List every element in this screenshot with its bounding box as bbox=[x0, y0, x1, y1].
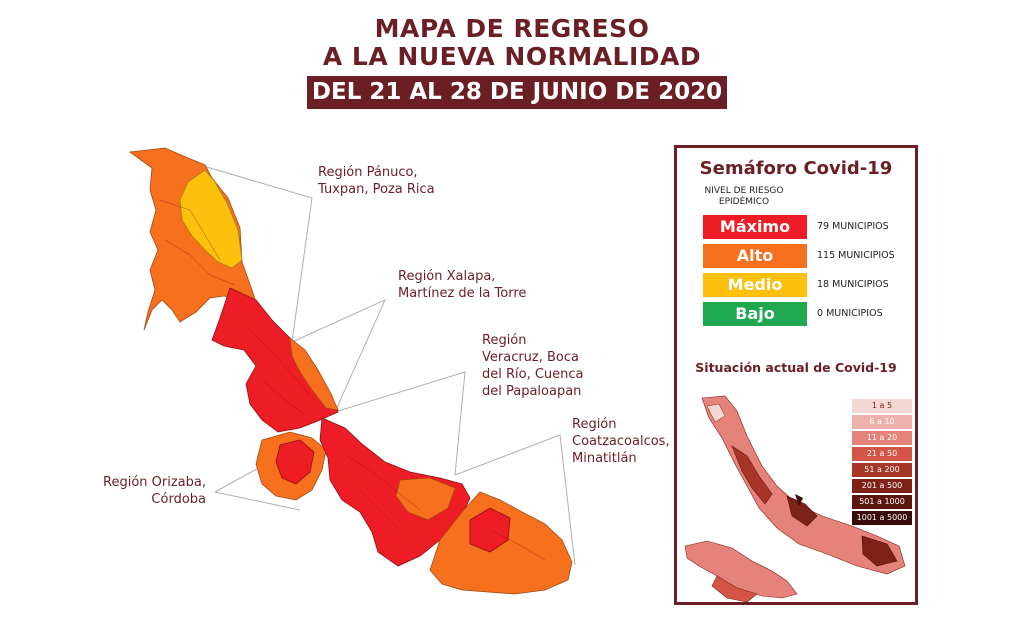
situation-title: Situación actual de Covid-19 bbox=[695, 360, 897, 375]
risk-count-alto: 115 MUNICIPIOS bbox=[817, 250, 895, 261]
case-legend-1: 1 a 5 bbox=[852, 399, 912, 413]
region-label-panuco: Región Pánuco, Tuxpan, Poza Rica bbox=[318, 165, 435, 197]
case-legend-3: 11 a 20 bbox=[852, 431, 912, 445]
case-legend-7: 501 a 1000 bbox=[852, 495, 912, 509]
case-legend-8: 1001 a 5000 bbox=[852, 511, 912, 525]
region-label-coatzacoalcos: Región Coatzacoalcos, Minatitlán bbox=[572, 417, 670, 466]
region-label-orizaba: Región Orizaba, Córdoba bbox=[103, 475, 206, 507]
region-panuco-tuxpan bbox=[128, 147, 257, 331]
risk-count-maximo: 79 MUNICIPIOS bbox=[817, 221, 889, 232]
risk-badge-bajo: Bajo bbox=[703, 302, 807, 326]
risk-count-medio: 18 MUNICIPIOS bbox=[817, 279, 889, 290]
region-veracruz-papaloapan bbox=[319, 417, 471, 567]
case-legend-4: 21 a 50 bbox=[852, 447, 912, 461]
region-xalapa bbox=[211, 287, 339, 433]
risk-level-header: NIVEL DE RIESGO EPIDÉMICO bbox=[704, 186, 784, 207]
title-line-1: MAPA DE REGRESO bbox=[374, 14, 650, 43]
case-legend-5: 51 a 200 bbox=[852, 463, 912, 477]
risk-badge-medio: Medio bbox=[703, 273, 807, 297]
risk-count-bajo: 0 MUNICIPIOS bbox=[817, 308, 883, 319]
case-legend-6: 201 a 500 bbox=[852, 479, 912, 493]
situation-mini-map bbox=[684, 395, 906, 603]
region-label-xalapa: Región Xalapa, Martínez de la Torre bbox=[398, 269, 527, 301]
region-label-veracruz: Región Veracruz, Boca del Río, Cuenca del P… bbox=[482, 333, 584, 399]
region-xalapa-coast bbox=[289, 337, 339, 411]
title-line-2: A LA NUEVA NORMALIDAD bbox=[322, 42, 702, 71]
case-legend-2: 6 a 10 bbox=[852, 415, 912, 429]
semaforo-panel: Semáforo Covid-19 NIVEL DE RIESGO EPIDÉMI… bbox=[674, 145, 918, 605]
risk-badge-alto: Alto bbox=[703, 244, 807, 268]
semaforo-title: Semáforo Covid-19 bbox=[699, 158, 893, 179]
region-medio-zone bbox=[179, 169, 243, 269]
date-range-banner: DEL 21 AL 28 DE JUNIO DE 2020 bbox=[307, 76, 727, 109]
risk-badge-maximo: Máximo bbox=[703, 215, 807, 239]
